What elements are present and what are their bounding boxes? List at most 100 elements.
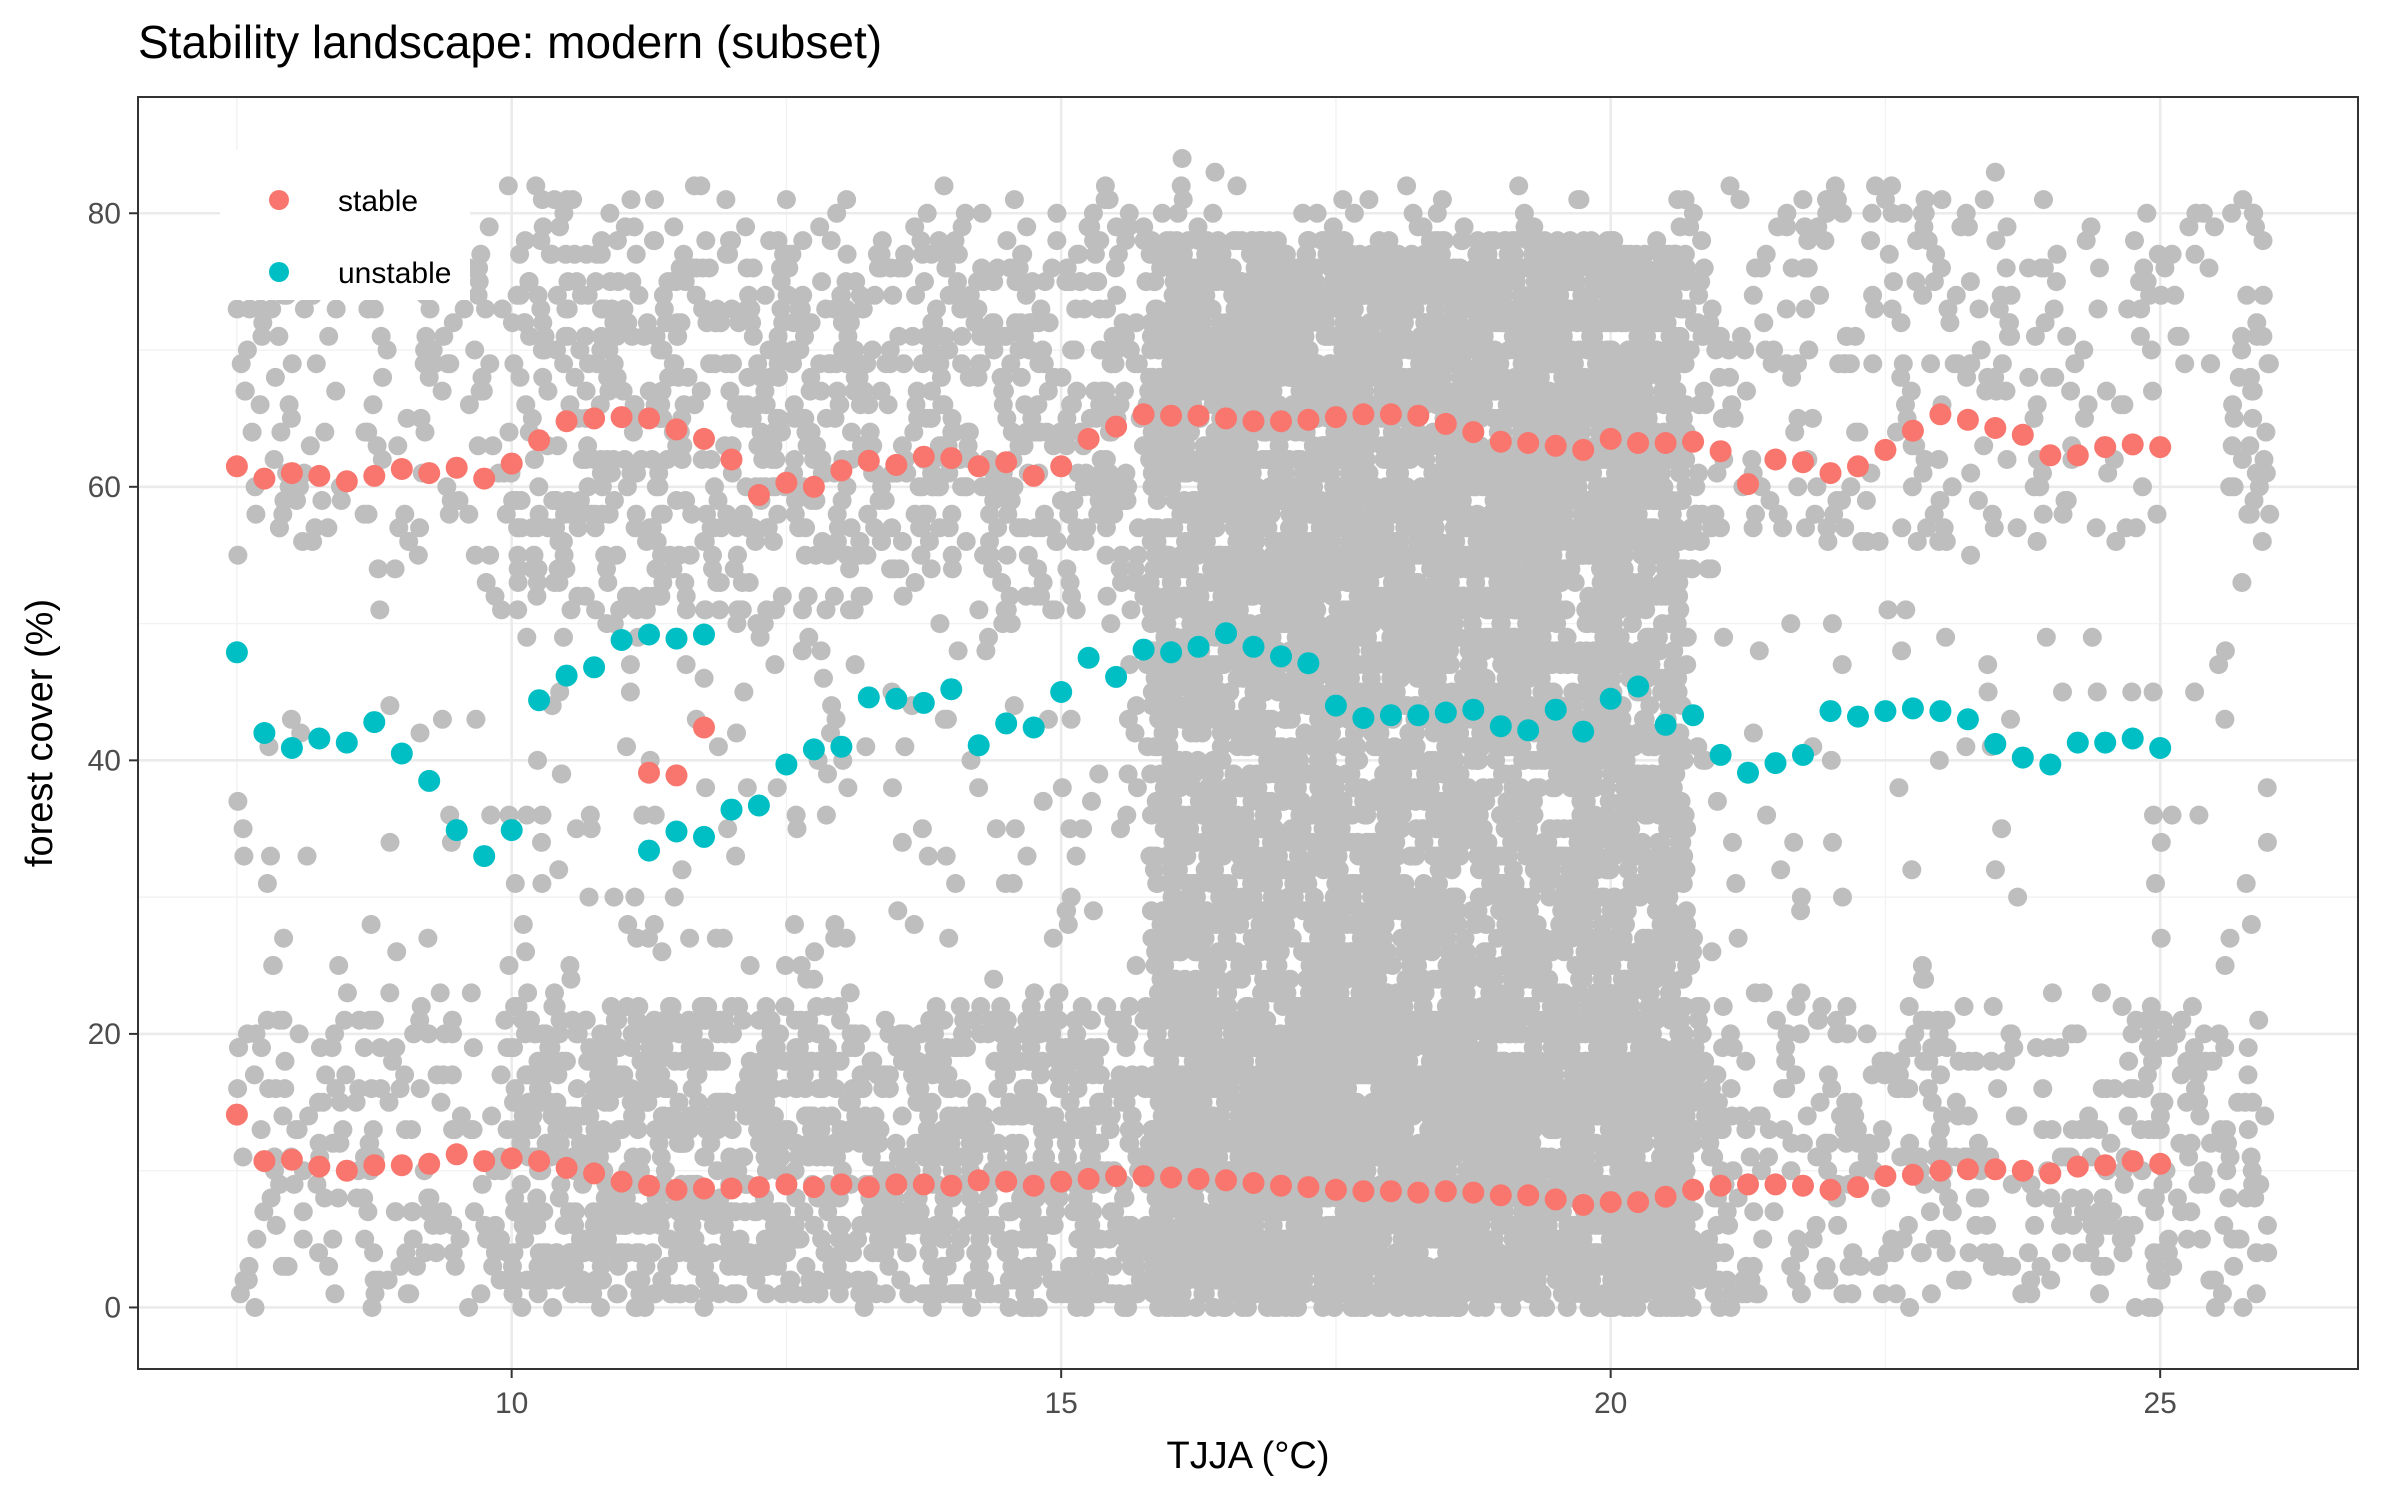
background-point — [2081, 217, 2101, 237]
background-point — [581, 819, 601, 839]
background-point — [760, 231, 780, 251]
background-point — [631, 1051, 651, 1071]
background-point — [2232, 340, 2252, 360]
background-point — [651, 1147, 671, 1167]
background-point — [293, 1229, 313, 1249]
background-point — [909, 477, 929, 497]
background-point — [284, 1174, 304, 1194]
background-point — [1745, 983, 1765, 1003]
background-point — [2257, 832, 2277, 852]
background-point — [315, 422, 335, 442]
background-point — [1900, 1298, 1920, 1317]
background-point — [1971, 340, 1991, 360]
background-point — [2257, 778, 2277, 798]
background-point — [1755, 340, 1775, 360]
background-point — [309, 1133, 329, 1153]
background-point — [1882, 299, 1902, 319]
background-point — [2241, 915, 2261, 934]
background-point — [261, 846, 280, 866]
background-point — [952, 326, 972, 346]
background-point — [273, 504, 293, 524]
background-point — [2194, 1024, 2214, 1044]
plot-panel — [137, 96, 2359, 1370]
background-point — [1427, 203, 1447, 223]
background-point — [882, 518, 902, 538]
background-point — [299, 1106, 319, 1126]
background-point — [1694, 1092, 1714, 1112]
background-point — [471, 244, 491, 264]
background-point — [553, 532, 573, 551]
background-point — [2097, 381, 2116, 401]
background-point — [1787, 1229, 1807, 1249]
background-point — [958, 436, 978, 456]
background-point — [1920, 1202, 1940, 1222]
background-point — [2243, 408, 2263, 428]
background-point — [273, 1106, 293, 1126]
background-point — [307, 1174, 327, 1194]
background-point — [326, 381, 346, 401]
background-point — [1871, 1188, 1891, 1208]
background-point — [732, 1147, 752, 1167]
background-point — [626, 244, 646, 264]
background-point — [601, 997, 621, 1016]
background-point — [1781, 1256, 1801, 1276]
background-point — [508, 600, 528, 620]
background-point — [2097, 1079, 2117, 1099]
background-point — [2090, 1256, 2110, 1276]
background-point — [753, 450, 773, 469]
background-point — [1810, 1092, 1830, 1112]
background-point — [775, 997, 795, 1016]
background-point — [555, 326, 575, 346]
background-point — [532, 832, 551, 852]
background-point — [1675, 190, 1695, 210]
background-point — [836, 928, 856, 948]
background-point — [1116, 231, 1136, 251]
background-point — [2141, 340, 2161, 360]
background-point — [472, 1174, 492, 1194]
background-point — [639, 928, 658, 948]
background-point — [325, 1024, 345, 1044]
background-point — [1709, 367, 1729, 387]
background-point — [2101, 1133, 2121, 1153]
background-point — [355, 422, 375, 442]
background-point — [1810, 285, 1830, 305]
background-point — [1686, 504, 1706, 524]
background-observations — [227, 149, 2280, 1317]
background-point — [1010, 1133, 1030, 1153]
background-point — [1119, 203, 1139, 223]
background-point — [1837, 997, 1857, 1016]
background-point — [821, 231, 841, 251]
background-point — [550, 217, 570, 237]
background-point — [1791, 983, 1811, 1003]
background-point — [466, 709, 486, 729]
background-point — [1003, 1229, 1023, 1249]
background-point — [1757, 805, 1777, 825]
background-point — [1862, 203, 1882, 223]
background-point — [743, 326, 763, 346]
background-point — [1861, 231, 1881, 251]
background-point — [459, 1298, 479, 1317]
background-point — [626, 504, 646, 524]
background-point — [2042, 1120, 2062, 1140]
background-point — [465, 545, 485, 565]
background-point — [921, 559, 941, 579]
background-point — [548, 436, 568, 456]
background-point — [2224, 477, 2244, 497]
background-point — [2191, 1229, 2211, 1249]
background-point — [2147, 504, 2167, 524]
background-point — [1845, 326, 1865, 346]
background-point — [695, 600, 715, 620]
background-point — [895, 244, 915, 264]
background-point — [639, 1024, 659, 1044]
background-point — [1813, 1270, 1833, 1290]
background-point — [575, 326, 595, 346]
background-point — [599, 504, 619, 524]
background-point — [481, 805, 501, 825]
background-point — [609, 1243, 629, 1263]
chart-title: Stability landscape: modern (subset) — [138, 16, 882, 68]
background-point — [380, 983, 400, 1003]
background-point — [507, 285, 527, 305]
background-point — [328, 1188, 348, 1208]
background-point — [1893, 354, 1913, 374]
